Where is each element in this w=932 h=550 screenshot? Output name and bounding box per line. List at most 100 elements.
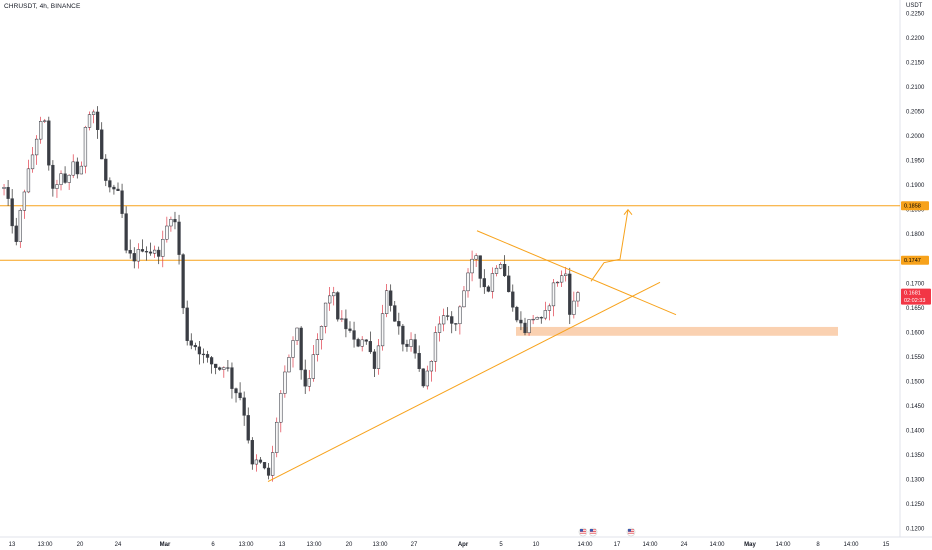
price-tick-label: 0.2050 bbox=[906, 110, 925, 116]
candle-up bbox=[34, 138, 39, 156]
candle-up bbox=[527, 319, 531, 334]
time-axis[interactable]: 13 13:00 20 24 Mar 6 13:00 13 13:00 20 13:00 27 Apr 5… bbox=[9, 542, 890, 548]
price-tick-label: 0.1400 bbox=[906, 428, 925, 434]
descending-trendline[interactable] bbox=[476, 230, 677, 316]
candle-up bbox=[307, 378, 311, 387]
candle-up bbox=[531, 318, 535, 321]
price-tick-label: 0.1450 bbox=[906, 404, 925, 410]
price-axis[interactable]: 0.2250 0.2200 0.2150 0.2100 0.2050 0.2000 0.19… bbox=[906, 11, 925, 532]
time-tick-label: 5 bbox=[499, 542, 503, 548]
level-badge-upper: 0.1858 bbox=[901, 201, 929, 211]
candle-down bbox=[181, 254, 185, 309]
candle-down bbox=[478, 255, 482, 279]
candlestick-series bbox=[2, 106, 580, 482]
time-tick-label: 13:00 bbox=[37, 542, 53, 548]
candle-down bbox=[352, 330, 356, 340]
price-tick-label: 0.1950 bbox=[906, 159, 925, 165]
candle-down bbox=[299, 327, 303, 371]
candle-up bbox=[55, 184, 59, 189]
candle-down bbox=[234, 388, 238, 394]
time-tick-label: 24 bbox=[115, 542, 122, 548]
price-tick-label: 0.2250 bbox=[906, 11, 925, 17]
demand-zone[interactable] bbox=[516, 326, 838, 336]
price-tick-label: 0.1850 bbox=[906, 208, 925, 214]
time-tick-label: 14:00 bbox=[709, 542, 725, 548]
candle-down bbox=[507, 275, 511, 293]
candle-down bbox=[421, 368, 425, 387]
candle-up bbox=[59, 173, 63, 185]
us-flag-icon[interactable] bbox=[626, 527, 636, 537]
candle-up bbox=[2, 187, 6, 189]
candle-down bbox=[132, 253, 136, 262]
candle-down bbox=[413, 339, 417, 354]
candle-down bbox=[246, 415, 250, 441]
price-tick-label: 0.1300 bbox=[906, 478, 925, 484]
time-tick-label: 14:00 bbox=[843, 542, 859, 548]
candle-up bbox=[279, 393, 283, 423]
candle-up bbox=[39, 121, 43, 140]
candle-down bbox=[197, 346, 202, 355]
candle-down bbox=[348, 328, 352, 331]
candle-up bbox=[441, 315, 446, 325]
candle-up bbox=[136, 249, 140, 262]
candle-down bbox=[157, 249, 161, 257]
currency-label: USDT bbox=[906, 3, 923, 9]
candle-down bbox=[258, 459, 263, 463]
candle-down bbox=[454, 323, 458, 325]
price-tick-label: 0.2200 bbox=[906, 36, 925, 42]
candle-down bbox=[75, 161, 79, 175]
candle-down bbox=[303, 369, 307, 387]
candle-down bbox=[389, 290, 393, 306]
level-badge-lower: 0.1747 bbox=[901, 255, 929, 265]
us-flag-icon[interactable] bbox=[588, 527, 598, 537]
candle-down bbox=[189, 340, 193, 346]
time-tick-label: 10 bbox=[533, 542, 540, 548]
candle-down bbox=[242, 397, 246, 416]
candle-up bbox=[283, 371, 287, 394]
candle-down bbox=[201, 353, 206, 356]
candle-down bbox=[393, 305, 397, 322]
time-tick-label: 15 bbox=[883, 542, 890, 548]
candle-up bbox=[494, 267, 499, 274]
candle-up bbox=[315, 339, 320, 355]
candle-up bbox=[165, 225, 169, 240]
candle-up bbox=[360, 339, 364, 347]
candle-up bbox=[340, 318, 344, 320]
candle-up bbox=[425, 370, 429, 387]
candle-up bbox=[543, 310, 547, 319]
candle-up bbox=[535, 317, 539, 320]
price-tick-label: 0.1600 bbox=[906, 330, 925, 336]
time-tick-label: 13:00 bbox=[238, 542, 254, 548]
candle-down bbox=[519, 319, 523, 324]
candle-down bbox=[112, 186, 116, 190]
time-tick-label: 14:00 bbox=[642, 542, 658, 548]
candle-down bbox=[124, 213, 128, 251]
candle-down bbox=[372, 351, 377, 369]
candle-down bbox=[128, 250, 132, 254]
candle-down bbox=[450, 316, 454, 324]
candle-down bbox=[368, 341, 372, 353]
candle-down bbox=[120, 190, 124, 214]
candle-up bbox=[287, 357, 291, 373]
us-flag-icon[interactable] bbox=[578, 527, 588, 537]
time-tick-label: 27 bbox=[411, 542, 418, 548]
candle-up bbox=[384, 290, 389, 314]
price-tick-label: 0.1500 bbox=[906, 379, 925, 385]
price-tick-label: 0.1800 bbox=[906, 232, 925, 238]
price-tick-label: 0.1250 bbox=[906, 502, 925, 508]
candle-down bbox=[539, 317, 543, 319]
candle-down bbox=[218, 367, 222, 370]
candle-up bbox=[271, 452, 275, 476]
price-tick-label: 0.2000 bbox=[906, 134, 925, 140]
candle-up bbox=[18, 210, 22, 242]
projection-arrow-path[interactable] bbox=[590, 209, 629, 282]
candle-down bbox=[230, 367, 234, 389]
candle-down bbox=[568, 273, 572, 315]
time-tick-label: 14:00 bbox=[775, 542, 791, 548]
countdown-text: 02:02:33 bbox=[904, 298, 925, 304]
ascending-trendline[interactable] bbox=[267, 281, 661, 482]
price-tick-label: 0.1350 bbox=[906, 453, 925, 459]
candle-down bbox=[144, 251, 149, 253]
price-tick-label: 0.1200 bbox=[906, 527, 925, 533]
